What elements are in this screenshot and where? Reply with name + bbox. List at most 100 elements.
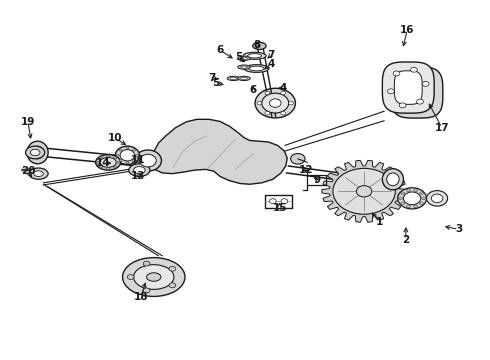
Circle shape	[401, 202, 405, 205]
Circle shape	[393, 71, 400, 76]
Ellipse shape	[99, 157, 103, 159]
Ellipse shape	[134, 167, 145, 174]
Text: 1: 1	[376, 217, 383, 227]
Polygon shape	[391, 67, 443, 118]
Ellipse shape	[120, 150, 135, 161]
Circle shape	[399, 103, 406, 108]
Circle shape	[257, 101, 262, 105]
Text: 17: 17	[435, 123, 449, 133]
Text: 12: 12	[299, 165, 314, 175]
Circle shape	[127, 275, 134, 279]
Ellipse shape	[238, 65, 250, 69]
Ellipse shape	[382, 169, 403, 190]
Circle shape	[281, 111, 286, 115]
Text: 8: 8	[253, 40, 261, 50]
Ellipse shape	[25, 146, 45, 159]
Ellipse shape	[238, 56, 250, 60]
Ellipse shape	[106, 155, 110, 157]
Circle shape	[407, 189, 411, 192]
Circle shape	[265, 111, 270, 115]
Ellipse shape	[34, 171, 43, 176]
Text: 4: 4	[268, 59, 275, 68]
Circle shape	[407, 205, 411, 208]
Ellipse shape	[249, 66, 264, 71]
Circle shape	[270, 199, 276, 204]
Polygon shape	[403, 76, 431, 109]
Circle shape	[143, 261, 150, 266]
Ellipse shape	[135, 150, 161, 171]
Circle shape	[416, 99, 423, 104]
Ellipse shape	[270, 99, 281, 107]
Circle shape	[136, 154, 138, 156]
Circle shape	[265, 91, 270, 95]
Text: 13: 13	[131, 171, 146, 181]
Circle shape	[133, 149, 136, 151]
Text: 5: 5	[235, 52, 243, 62]
Text: 18: 18	[134, 292, 148, 302]
Text: 2: 2	[402, 235, 410, 245]
Ellipse shape	[96, 161, 100, 163]
Polygon shape	[322, 160, 406, 222]
Text: 4: 4	[280, 83, 287, 93]
Ellipse shape	[113, 157, 117, 159]
Polygon shape	[382, 62, 434, 113]
Text: 15: 15	[272, 203, 287, 212]
Polygon shape	[394, 71, 422, 104]
Circle shape	[401, 192, 405, 195]
Ellipse shape	[30, 149, 40, 156]
Ellipse shape	[116, 161, 120, 163]
Ellipse shape	[255, 88, 295, 118]
Ellipse shape	[27, 141, 48, 164]
Text: 10: 10	[108, 133, 122, 143]
Circle shape	[281, 199, 288, 204]
Circle shape	[119, 159, 122, 162]
Ellipse shape	[106, 168, 110, 170]
Text: 5: 5	[213, 78, 220, 88]
Circle shape	[169, 283, 176, 288]
Ellipse shape	[243, 52, 266, 59]
Text: 9: 9	[314, 175, 320, 185]
Circle shape	[133, 159, 136, 162]
Text: 16: 16	[400, 25, 415, 35]
Ellipse shape	[247, 54, 262, 58]
Ellipse shape	[238, 76, 250, 81]
Circle shape	[281, 91, 286, 95]
Circle shape	[289, 101, 294, 105]
Ellipse shape	[129, 164, 150, 176]
Circle shape	[119, 149, 122, 151]
Text: 6: 6	[249, 85, 257, 95]
Ellipse shape	[262, 93, 289, 113]
Circle shape	[411, 67, 417, 72]
Ellipse shape	[387, 173, 399, 186]
Text: 3: 3	[455, 224, 462, 234]
Ellipse shape	[147, 273, 161, 281]
Circle shape	[116, 154, 119, 156]
Ellipse shape	[253, 42, 266, 49]
Ellipse shape	[398, 188, 426, 209]
Text: 14: 14	[96, 158, 111, 168]
Ellipse shape	[431, 194, 443, 203]
Circle shape	[356, 186, 372, 197]
Circle shape	[419, 192, 423, 195]
Text: 7: 7	[209, 73, 216, 83]
Circle shape	[422, 81, 429, 86]
Circle shape	[399, 197, 402, 200]
Ellipse shape	[244, 65, 269, 72]
Ellipse shape	[100, 157, 116, 167]
Ellipse shape	[426, 190, 448, 206]
Ellipse shape	[96, 154, 121, 170]
Text: 19: 19	[21, 117, 35, 127]
Circle shape	[143, 288, 150, 293]
Ellipse shape	[291, 153, 305, 164]
Text: 20: 20	[21, 166, 35, 176]
Ellipse shape	[134, 265, 174, 289]
Ellipse shape	[32, 146, 43, 159]
Ellipse shape	[115, 146, 139, 165]
Ellipse shape	[99, 166, 103, 168]
Ellipse shape	[241, 66, 247, 68]
Circle shape	[169, 266, 176, 271]
Circle shape	[419, 202, 423, 205]
Text: 6: 6	[217, 45, 223, 55]
Ellipse shape	[29, 168, 48, 179]
Circle shape	[414, 189, 417, 192]
